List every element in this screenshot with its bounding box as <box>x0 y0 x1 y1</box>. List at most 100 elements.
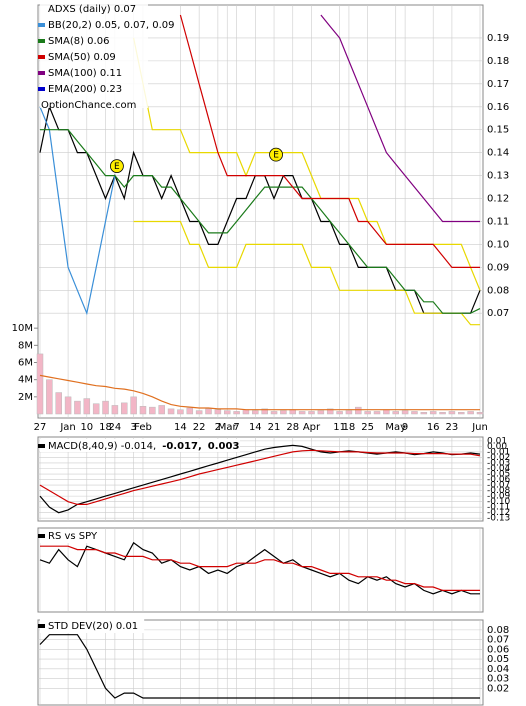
volume-bar <box>401 410 409 415</box>
volume-bar <box>439 412 446 415</box>
x-tick-label: Mar <box>218 422 238 433</box>
x-tick-label: 2 <box>215 422 221 433</box>
volume-bar <box>420 412 428 415</box>
volume-bar <box>270 411 278 415</box>
x-tick-label: Jan <box>59 422 75 433</box>
volume-bar <box>467 411 474 415</box>
volume-bar <box>364 411 371 415</box>
y-tick-label: -0.06 <box>487 475 511 485</box>
series-line <box>39 106 116 316</box>
volume-bar <box>83 398 91 415</box>
y-tick-label: 0.01 <box>487 436 507 446</box>
legend-key <box>38 55 45 59</box>
y-tick-label: 0.00 <box>487 442 507 452</box>
x-tick-label: Feb <box>134 422 152 433</box>
y-tick-label: 6M <box>18 358 33 369</box>
volume-bar <box>36 353 44 415</box>
y-tick-label: 0.08 <box>487 625 509 636</box>
volume-bar <box>336 411 343 415</box>
rs-panel <box>37 527 484 613</box>
series-line <box>179 14 480 268</box>
legend-label: -0.017, <box>162 441 202 452</box>
y-tick-label: 0.17 <box>487 79 509 90</box>
series-line <box>320 14 480 223</box>
panel-title: RS vs SPY <box>48 531 98 542</box>
y-tick-label: 0.16 <box>487 102 509 113</box>
volume-bar <box>458 412 465 415</box>
x-tick-label: 14 <box>249 422 262 433</box>
panel-title: STD DEV(20) 0.01 <box>48 621 138 632</box>
volume-bar <box>476 412 484 415</box>
volume-bar <box>139 406 147 415</box>
y-tick-label: -0.11 <box>487 503 510 513</box>
volume-bar <box>392 411 399 415</box>
legend-label: EMA(200) 0.23 <box>48 84 122 95</box>
legend-key <box>38 71 45 75</box>
volume-bar <box>448 411 456 415</box>
y-tick-label: 0.19 <box>487 33 509 44</box>
x-tick-label: 21 <box>268 422 281 433</box>
series-line <box>39 634 480 699</box>
x-tick-label: 24 <box>109 422 122 433</box>
y-tick-label: 0.05 <box>487 654 509 665</box>
volume-bar <box>186 407 194 415</box>
volume-bar <box>345 410 353 415</box>
y-tick-label: 2M <box>18 392 33 403</box>
y-tick-label: 0.18 <box>487 56 509 67</box>
y-tick-label: -0.08 <box>487 486 511 496</box>
x-tick-label: 11 <box>333 422 346 433</box>
y-tick-label: 0.02 <box>487 683 509 694</box>
x-tick-label: 16 <box>427 422 440 433</box>
chart-title: ADXS (daily) 0.07 <box>48 4 136 15</box>
legend-label: SMA(8) 0.06 <box>48 36 109 47</box>
y-tick-label: 0.03 <box>487 674 509 685</box>
volume-bar <box>64 396 72 415</box>
legend-label: 0.003 <box>208 441 240 452</box>
legend-key <box>38 39 45 43</box>
volume-bar <box>326 408 334 415</box>
y-tick-label: -0.09 <box>487 492 511 502</box>
y-tick-label: 0.07 <box>487 308 509 319</box>
series-line <box>39 449 481 505</box>
volume-bar <box>411 411 418 415</box>
volume-bar <box>74 400 81 415</box>
y-tick-label: -0.07 <box>487 481 510 491</box>
legend-key <box>38 23 45 27</box>
earnings-marker <box>269 147 283 162</box>
legend-bg <box>40 529 104 543</box>
x-tick-label: 27 <box>34 422 47 433</box>
x-tick-label: 7 <box>233 422 239 433</box>
volume-bar <box>355 406 362 415</box>
y-tick-label: 0.07 <box>487 635 509 646</box>
y-tick-label: -0.05 <box>487 470 510 480</box>
volume-bar <box>383 409 390 415</box>
y-tick-label: 0.14 <box>487 148 509 159</box>
volume-bar <box>242 409 250 415</box>
volume-bar <box>46 379 53 415</box>
legend-label: BB(20,2) 0.05, 0.07, 0.09 <box>48 20 174 31</box>
x-tick-label: 28 <box>286 422 299 433</box>
x-tick-label: 3 <box>130 422 136 433</box>
series-line <box>40 545 480 591</box>
y-tick-label: -0.12 <box>487 508 510 518</box>
legend-bg <box>40 439 240 452</box>
series-line <box>133 220 480 326</box>
volume-bar <box>317 410 325 415</box>
earnings-marker <box>109 159 124 174</box>
volume-bar <box>223 410 231 415</box>
volume-bar <box>205 408 212 415</box>
legend-bg <box>40 619 145 633</box>
y-tick-label: -0.10 <box>487 497 511 507</box>
y-tick-label: -0.03 <box>487 458 510 468</box>
volume-bar <box>102 400 109 415</box>
y-tick-label: -0.01 <box>487 447 510 457</box>
legend-key <box>38 444 45 448</box>
legend-bg <box>40 3 148 108</box>
volume-bar <box>167 408 175 415</box>
y-tick-label: 0.15 <box>487 125 509 136</box>
y-tick-label: 8M <box>18 340 33 351</box>
volume-bar <box>214 409 222 415</box>
volume-bar <box>149 406 156 415</box>
y-tick-label: 0.10 <box>487 239 509 250</box>
